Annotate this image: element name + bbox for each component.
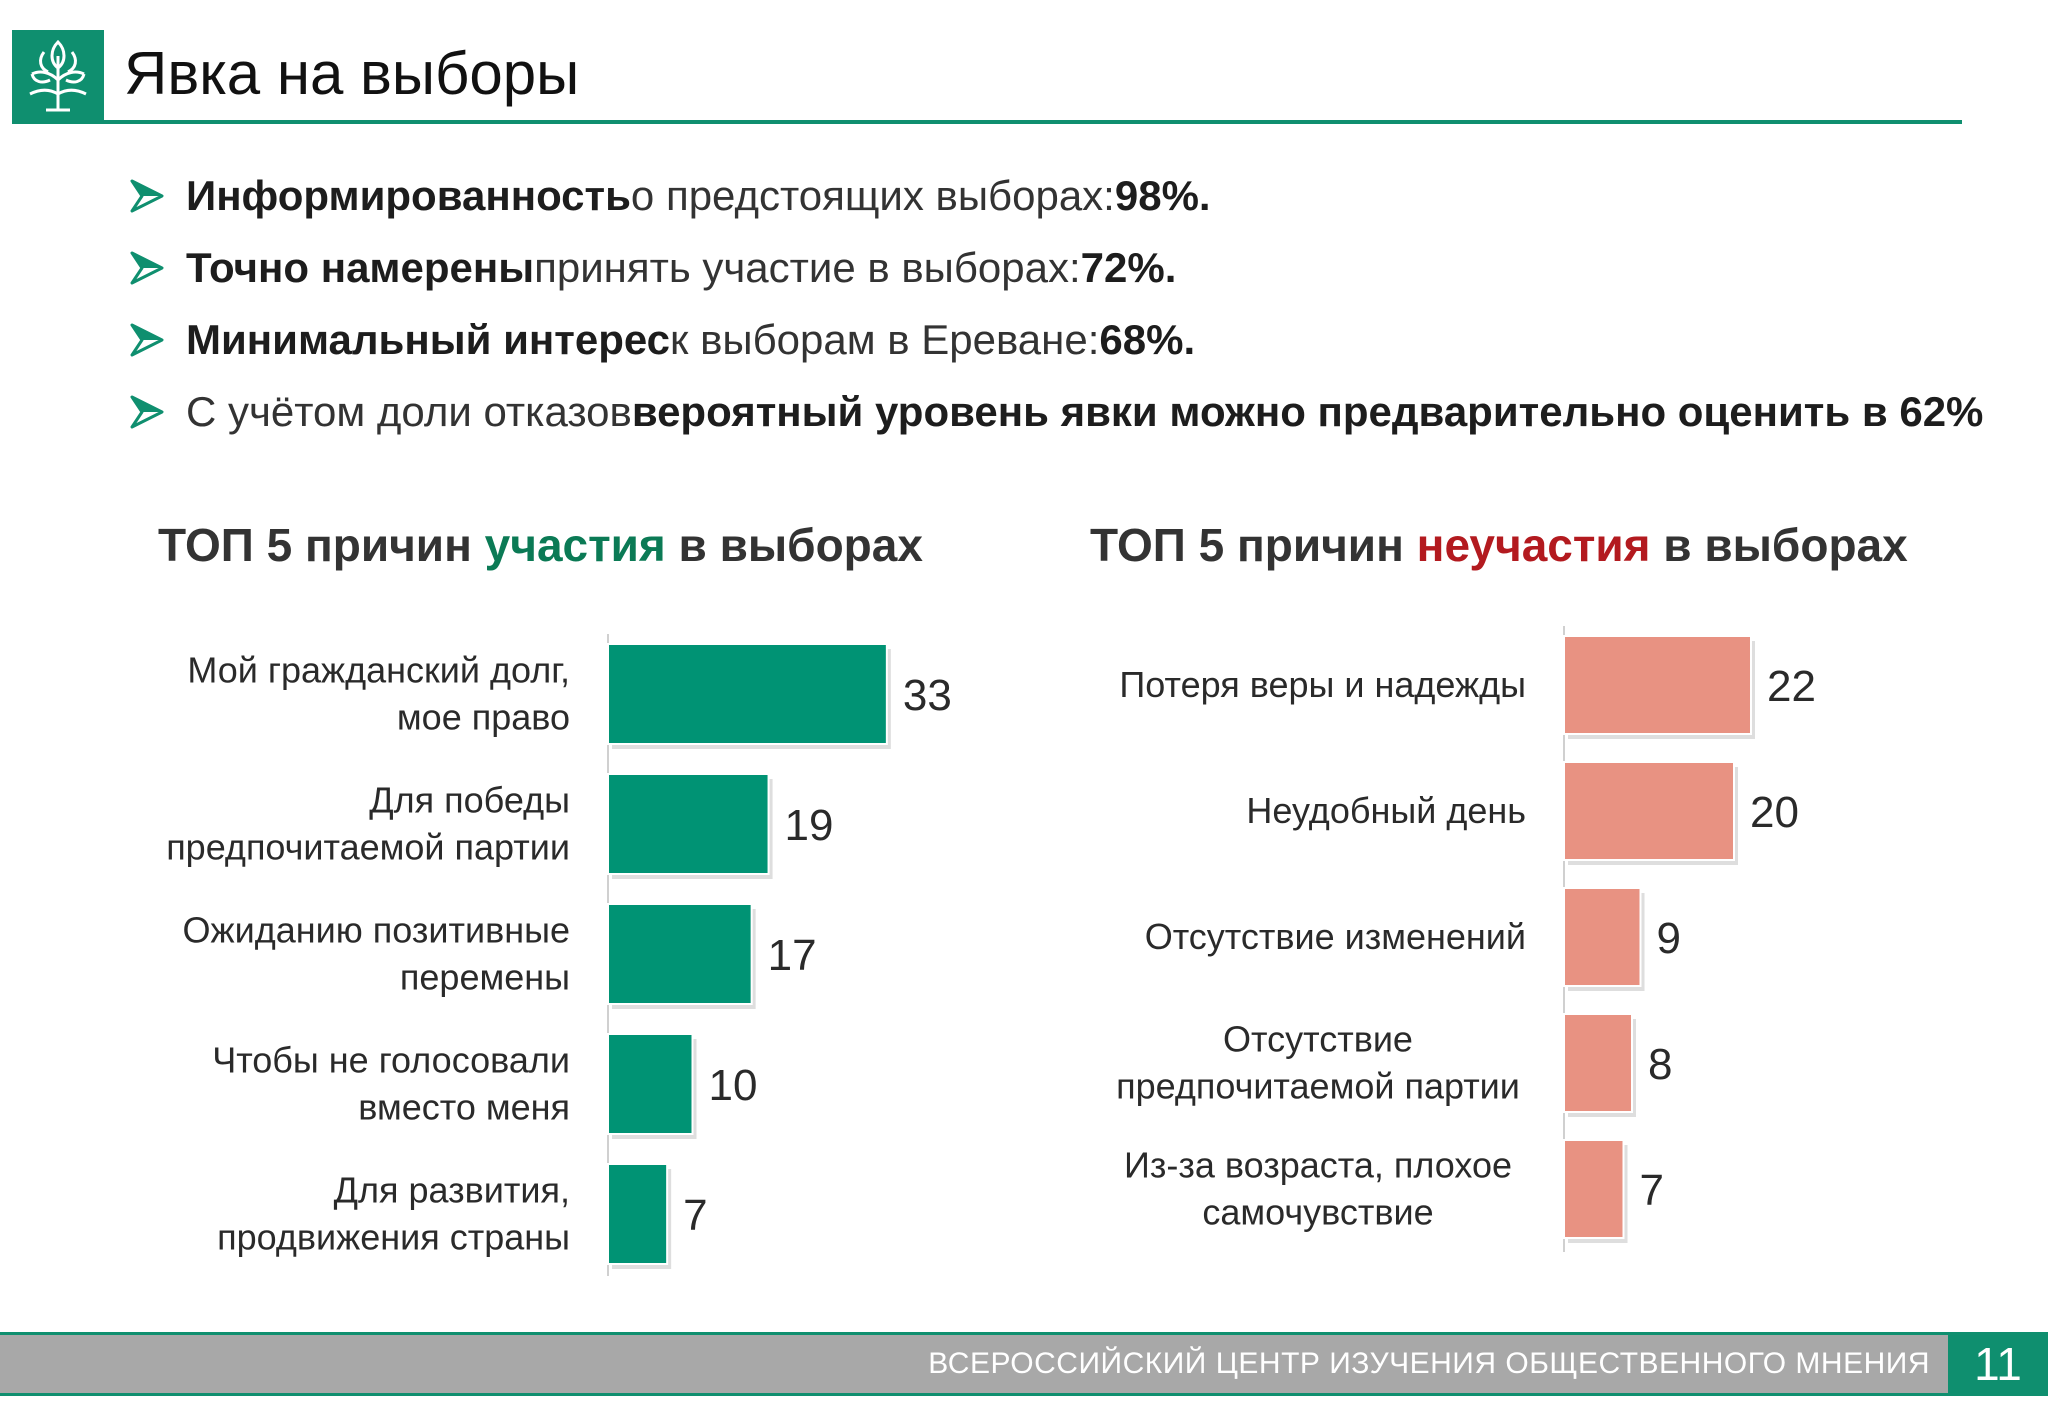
category-label: предпочитаемой партии <box>1116 1066 1520 1107</box>
summary-item: Точно намерены принять участие в выборах… <box>130 232 2030 304</box>
bar <box>1563 1013 1633 1113</box>
summary-value: вероятный уровень явки можно предварител… <box>631 388 1984 435</box>
data-label: 33 <box>903 671 952 720</box>
data-label: 9 <box>1657 914 1681 963</box>
bar <box>607 773 770 875</box>
page-number: 11 <box>1948 1332 2048 1396</box>
data-label: 7 <box>683 1191 707 1240</box>
category-label: мое право <box>397 697 570 738</box>
category-label: Отсутствие изменений <box>1145 916 1526 957</box>
summary-lead: Точно намерены <box>186 244 535 291</box>
nonparticipation-chart: 22 Потеря веры и надежды 20 Неудобный день 9… <box>1116 626 1816 1252</box>
summary-value: 98%. <box>1114 172 1211 219</box>
category-label: самочувствие <box>1202 1192 1433 1233</box>
footer-org: ВСЕРОССИЙСКИЙ ЦЕНТР ИЗУЧЕНИЯ ОБЩЕСТВЕННО… <box>928 1347 1930 1380</box>
page-title: Явка на выборы <box>124 40 580 107</box>
summary-item: Информированность о предстоящих выборах:… <box>130 160 2030 232</box>
summary-text: о предстоящих выборах: <box>630 172 1115 219</box>
bar <box>1563 887 1642 987</box>
category-label: вместо меня <box>358 1087 570 1128</box>
footer-bar: ВСЕРОССИЙСКИЙ ЦЕНТР ИЗУЧЕНИЯ ОБЩЕСТВЕННО… <box>0 1332 2048 1396</box>
category-label: Ожиданию позитивные <box>183 910 570 951</box>
summary-text: к выборам в Ереване: <box>670 316 1100 363</box>
bar <box>1563 1139 1625 1239</box>
participation-chart-title: ТОП 5 причин участия в выборах <box>158 518 923 572</box>
data-label: 8 <box>1648 1040 1672 1089</box>
data-label: 17 <box>768 931 817 980</box>
category-label: перемены <box>400 957 570 998</box>
summary-item: С учётом доли отказов вероятный уровень … <box>130 376 2030 448</box>
category-label: Для развития, <box>334 1170 570 1211</box>
summary-list: Информированность о предстоящих выборах:… <box>130 160 2030 448</box>
participation-chart: 33 Мой гражданский долг, мое право 19 Для по… <box>166 634 952 1276</box>
summary-lead: Информированность <box>186 172 631 219</box>
category-label: предпочитаемой партии <box>166 827 570 868</box>
summary-text: принять участие в выборах: <box>534 244 1081 291</box>
bar <box>1563 635 1752 735</box>
data-label: 22 <box>1767 662 1816 711</box>
bar <box>607 1163 669 1265</box>
data-label: 20 <box>1750 788 1799 837</box>
chart-title-part: в выборах <box>665 519 923 571</box>
summary-value: 68%. <box>1099 316 1196 363</box>
category-label: Для победы <box>369 780 570 821</box>
logo <box>12 30 104 122</box>
nonparticipation-chart-title: ТОП 5 причин неучастия в выборах <box>1090 518 1908 572</box>
chart-title-part: ТОП 5 причин <box>158 519 485 571</box>
category-label: Чтобы не голосовали <box>212 1040 570 1081</box>
bar <box>607 1033 694 1135</box>
arrow-bullet-icon <box>130 323 186 357</box>
arrow-bullet-icon <box>130 179 186 213</box>
chart-title-highlight: неучастия <box>1416 519 1651 571</box>
arrow-bullet-icon <box>130 251 186 285</box>
summary-lead: Минимальный интерес <box>186 316 671 363</box>
category-label: Потеря веры и надежды <box>1119 664 1526 705</box>
category-label: Мой гражданский долг, <box>187 650 570 691</box>
chart-title-highlight: участия <box>484 519 666 571</box>
chart-title-part: ТОП 5 причин <box>1090 519 1417 571</box>
summary-item: Минимальный интерес к выборам в Ереване:… <box>130 304 2030 376</box>
bar <box>607 903 753 1005</box>
category-label: продвижения страны <box>217 1217 570 1258</box>
bar <box>607 643 888 745</box>
data-label: 10 <box>709 1061 758 1110</box>
summary-text: С учётом доли отказов <box>186 388 632 435</box>
chart-title-part: в выборах <box>1650 519 1908 571</box>
bar <box>1563 761 1735 861</box>
data-label: 7 <box>1640 1166 1664 1215</box>
category-label: Неудобный день <box>1246 790 1526 831</box>
category-label: Отсутствие <box>1223 1019 1413 1060</box>
summary-value: 72%. <box>1080 244 1177 291</box>
arrow-bullet-icon <box>130 395 186 429</box>
data-label: 19 <box>785 801 834 850</box>
category-label: Из-за возраста, плохое <box>1124 1145 1512 1186</box>
tree-logo-icon <box>29 39 87 112</box>
title-divider <box>12 120 1962 124</box>
